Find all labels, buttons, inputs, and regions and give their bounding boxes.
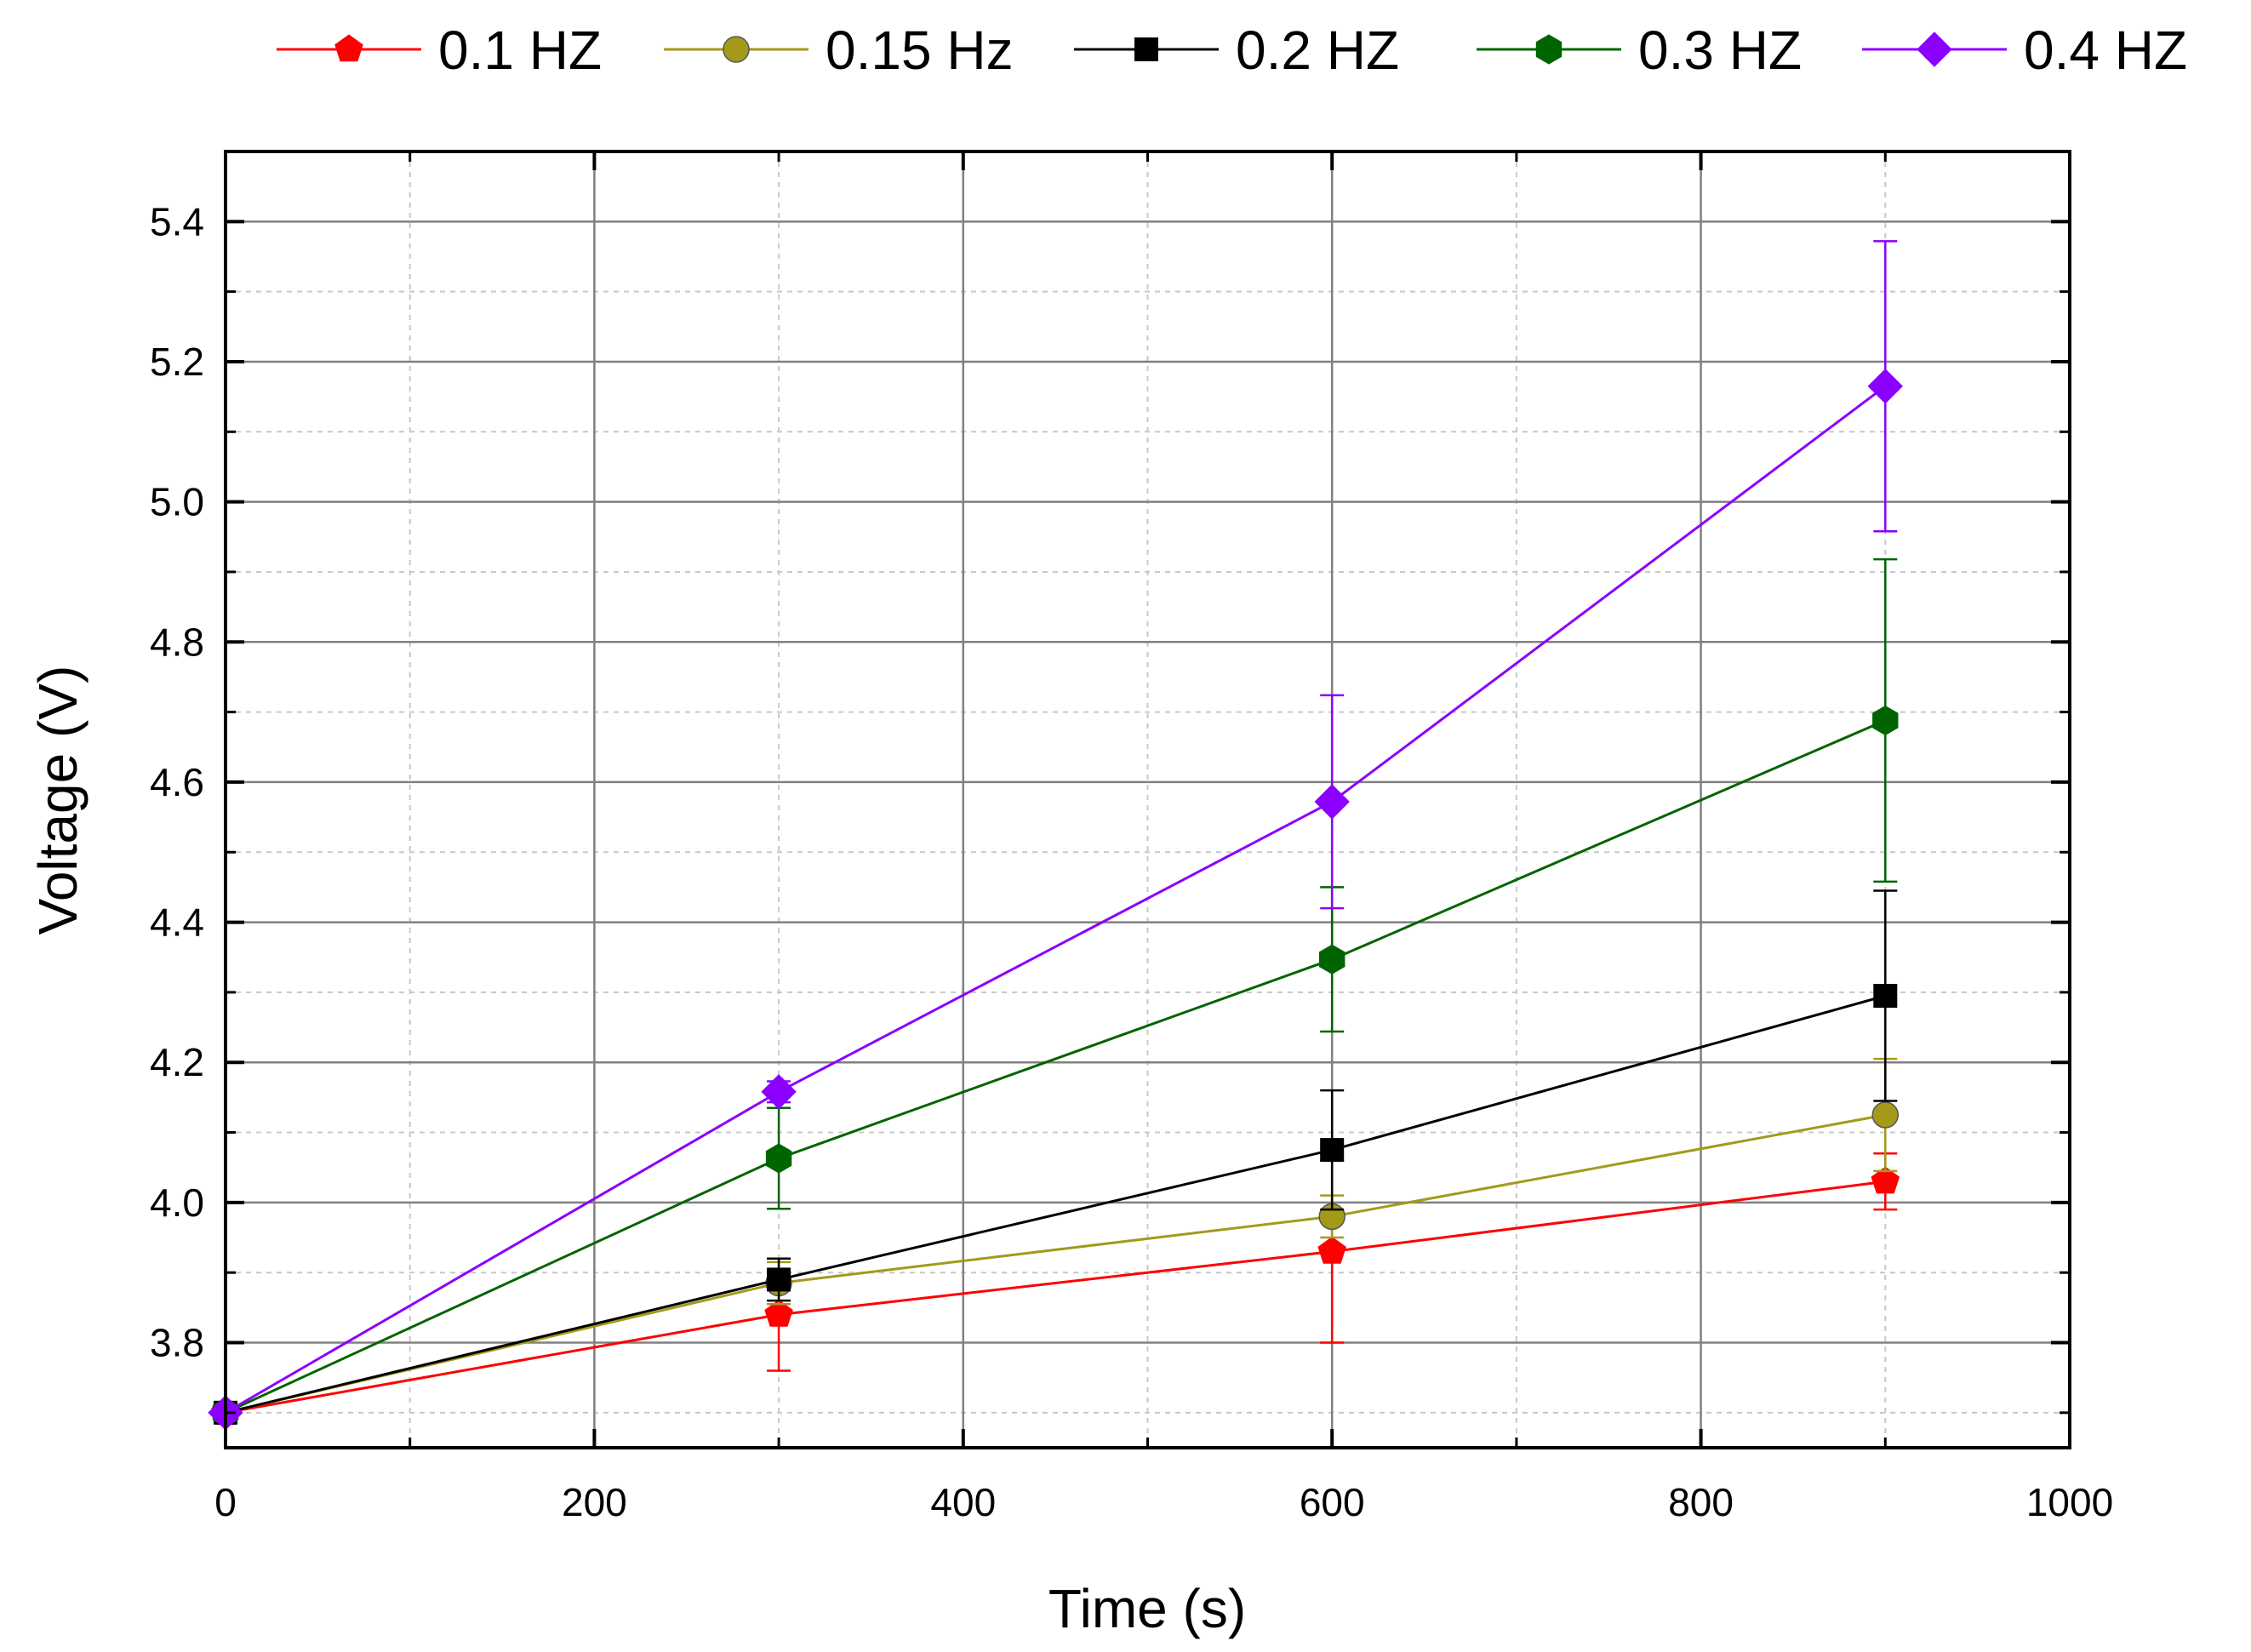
series-line bbox=[225, 1180, 1886, 1415]
data-point bbox=[1319, 944, 1345, 975]
legend-label: 0.1 HZ bbox=[438, 20, 602, 81]
y-tick-label: 4.2 bbox=[150, 1040, 204, 1084]
legend-item: 0.15 Hz bbox=[664, 20, 1014, 81]
x-tick-label: 400 bbox=[930, 1480, 996, 1524]
legend-label: 0.15 Hz bbox=[826, 20, 1014, 81]
data-point bbox=[1871, 1166, 1900, 1194]
data-point bbox=[1867, 369, 1904, 404]
x-tick-label: 1000 bbox=[2026, 1480, 2113, 1524]
y-tick-label: 4.0 bbox=[150, 1180, 204, 1225]
legend: 0.1 HZ 0.15 Hz 0.2 HZ 0.3 HZ 0.4 HZ bbox=[277, 20, 2187, 81]
data-point bbox=[764, 1299, 793, 1327]
data-point bbox=[1314, 784, 1350, 820]
legend-marker bbox=[723, 36, 750, 63]
y-tick-label: 4.8 bbox=[150, 620, 204, 664]
data-point bbox=[1872, 705, 1899, 736]
legend-marker bbox=[1134, 37, 1158, 61]
series-line bbox=[225, 1113, 1886, 1415]
legend-item: 0.4 HZ bbox=[1862, 20, 2187, 81]
legend-marker bbox=[1917, 31, 1952, 67]
y-tick-label: 4.4 bbox=[150, 900, 204, 945]
y-tick-label: 5.4 bbox=[150, 199, 204, 243]
data-point bbox=[767, 1267, 791, 1292]
x-tick-label: 800 bbox=[1668, 1480, 1734, 1524]
axes: 0 200 400 600 800 1000 3.8 4.0 4.2 4.4 4.6 4.8 5.0 5.… bbox=[150, 150, 2113, 1524]
data-point bbox=[1320, 1138, 1345, 1163]
data-point bbox=[1871, 1101, 1900, 1129]
series-line bbox=[225, 994, 1886, 1415]
data-point bbox=[765, 1143, 792, 1174]
y-tick-label: 5.2 bbox=[150, 340, 204, 384]
x-tick-label: 600 bbox=[1300, 1480, 1365, 1524]
y-tick-label: 4.6 bbox=[150, 760, 204, 804]
legend-item: 0.3 HZ bbox=[1477, 20, 1802, 81]
data-point bbox=[761, 1074, 797, 1110]
x-tick-label: 0 bbox=[214, 1480, 237, 1524]
x-tick-label: 200 bbox=[562, 1480, 627, 1524]
legend-label: 0.2 HZ bbox=[1236, 20, 1399, 81]
y-axis-title: Voltage (V) bbox=[27, 666, 89, 935]
legend-marker bbox=[334, 34, 363, 62]
series-line bbox=[225, 385, 1887, 1415]
x-axis-title: Time (s) bbox=[1048, 1578, 1246, 1639]
series-line bbox=[225, 719, 1886, 1415]
legend-item: 0.2 HZ bbox=[1074, 20, 1399, 81]
legend-label: 0.4 HZ bbox=[2024, 20, 2187, 81]
legend-label: 0.3 HZ bbox=[1638, 20, 1802, 81]
data-point bbox=[1873, 984, 1898, 1009]
series-0-4-hz bbox=[208, 240, 1904, 1431]
legend-item: 0.1 HZ bbox=[277, 20, 602, 81]
data-point bbox=[1317, 1236, 1346, 1264]
y-tick-label: 3.8 bbox=[150, 1321, 204, 1365]
grid bbox=[226, 151, 2070, 1448]
y-tick-label: 5.0 bbox=[150, 480, 204, 524]
legend-marker bbox=[1535, 34, 1563, 65]
